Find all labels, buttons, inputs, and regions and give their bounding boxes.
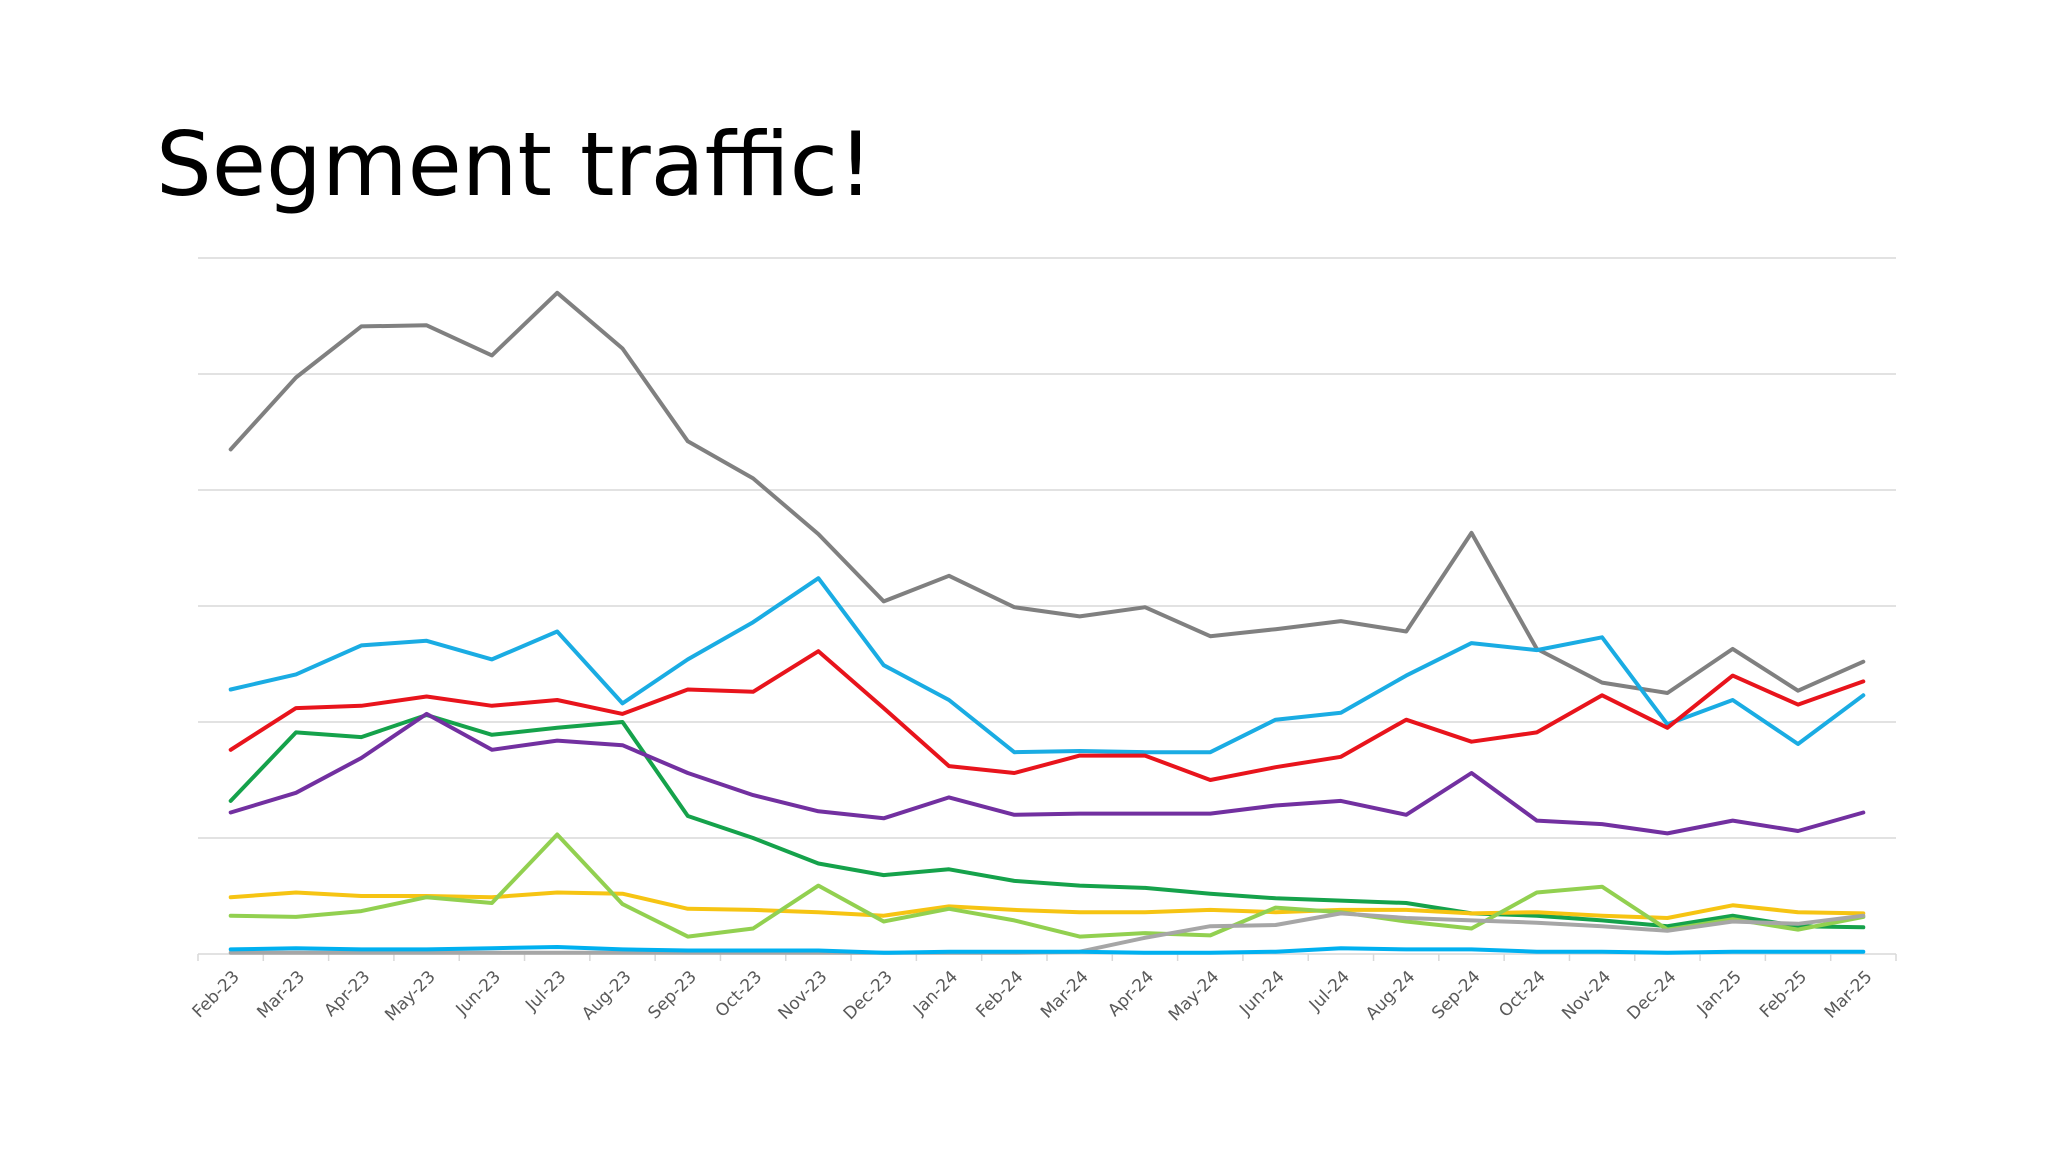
series-line-4	[228, 713, 1866, 930]
series-line-7	[228, 832, 1866, 939]
x-tick-label: May-23	[381, 967, 439, 1025]
x-tick-label: Aug-24	[1362, 967, 1419, 1024]
x-tick-label: Dec-23	[840, 967, 897, 1024]
x-tick-label: Feb-24	[972, 967, 1027, 1022]
x-tick-label: May-24	[1165, 967, 1223, 1025]
x-tick-label: Jul-23	[521, 967, 570, 1016]
series-line-5	[228, 711, 1866, 836]
series-line-2	[228, 576, 1866, 755]
x-tick-label: Feb-25	[1756, 967, 1811, 1022]
x-tick-label: Apr-24	[1104, 967, 1158, 1021]
x-tick-label: Mar-23	[253, 967, 309, 1023]
series-line-9	[228, 945, 1866, 955]
x-tick-label: Sep-23	[644, 967, 700, 1023]
x-tick-label: Apr-23	[321, 967, 375, 1021]
x-tick-label: Oct-24	[1495, 967, 1550, 1022]
x-tick-label: Jul-24	[1305, 967, 1354, 1016]
slide-title: Segment traffic!	[156, 113, 874, 216]
x-tick-label: Mar-25	[1821, 967, 1877, 1023]
x-tick-label: Jan-25	[1693, 967, 1746, 1020]
series-line-3	[228, 649, 1866, 782]
x-tick-label: Oct-23	[712, 967, 767, 1022]
series-line-6	[228, 890, 1866, 920]
series-line-1	[228, 290, 1866, 695]
x-tick-label: Jan-24	[909, 967, 962, 1020]
x-tick-label: Mar-24	[1037, 967, 1093, 1023]
x-tick-label: Aug-23	[578, 967, 635, 1024]
x-tick-label: Nov-24	[1558, 967, 1615, 1024]
x-tick-label: Feb-23	[189, 967, 244, 1022]
x-tick-label: Dec-24	[1623, 967, 1680, 1024]
x-tick-label: Nov-23	[775, 967, 832, 1024]
x-tick-label: Sep-24	[1428, 967, 1484, 1023]
x-tick-label: Jun-23	[452, 967, 505, 1020]
x-tick-label: Jun-24	[1235, 967, 1288, 1020]
